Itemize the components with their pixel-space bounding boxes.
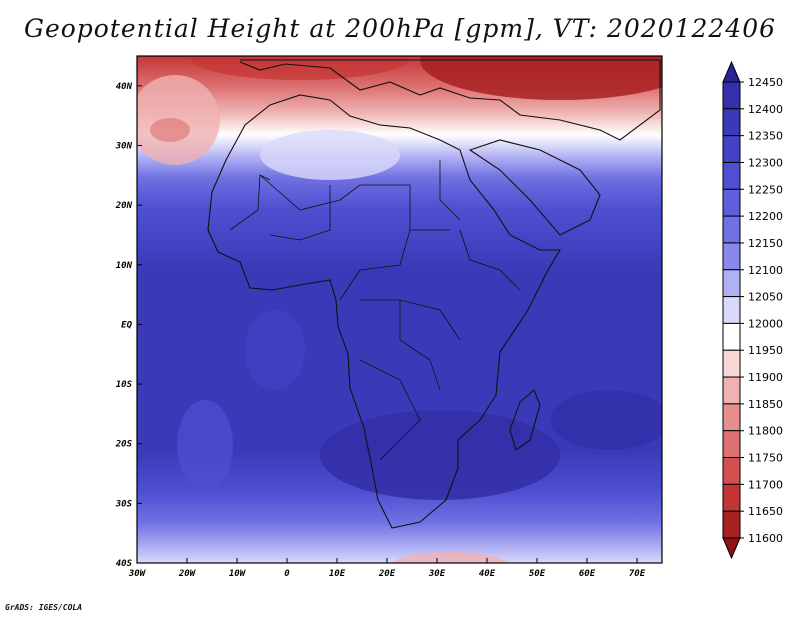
colorbar-box xyxy=(722,403,741,432)
lat-tick-label: 30N xyxy=(115,141,133,151)
latitude-ticks: 40N 30N 20N 10N EQ 10S 20S 30S 40S xyxy=(115,82,142,569)
colorbar-label: 11800 xyxy=(748,425,783,438)
lat-tick-label: EQ xyxy=(121,320,132,330)
africa-outline xyxy=(207,94,561,529)
coastlines xyxy=(207,59,661,529)
colorbar-label: 12250 xyxy=(748,183,783,196)
colorbar-box xyxy=(722,322,741,351)
colorbar-label: 12000 xyxy=(748,317,783,330)
colorbar-box xyxy=(722,188,741,217)
longitude-ticks: 30W 20W 10W 0 10E 20E 30E 40E 50E 60E 70E xyxy=(128,558,646,579)
lat-tick-label: 10S xyxy=(116,380,133,390)
colorbar-label: 12150 xyxy=(748,237,783,250)
colorbar-box xyxy=(722,215,741,244)
lon-tick-label: 50E xyxy=(529,569,546,579)
colorbar-label: 11950 xyxy=(748,344,783,357)
colorbar-label: 11750 xyxy=(748,452,783,465)
colorbar-label: 11700 xyxy=(748,478,783,491)
lon-tick-label: 30E xyxy=(428,569,446,579)
colorbar-box xyxy=(722,81,741,110)
lon-tick-label: 40E xyxy=(479,569,496,579)
colorbar-label: 11650 xyxy=(748,505,783,518)
lat-tick-label: 20S xyxy=(115,440,133,450)
colorbar-box xyxy=(722,161,741,190)
lon-tick-label: 30W xyxy=(128,569,147,579)
colorbar-bottom-arrow xyxy=(722,537,741,560)
lat-tick-label: 40S xyxy=(116,559,133,569)
colorbar-box xyxy=(722,483,741,512)
lon-tick-label: 20W xyxy=(178,569,197,579)
lon-tick-label: 20E xyxy=(378,569,396,579)
country-borders xyxy=(229,160,521,461)
colorbar-label: 11900 xyxy=(748,371,783,384)
colorbar-label: 11600 xyxy=(748,532,783,545)
lon-tick-label: 0 xyxy=(284,569,290,579)
lat-tick-label: 30S xyxy=(115,499,133,509)
colorbar-box xyxy=(722,349,741,378)
colorbar-label: 12100 xyxy=(748,264,783,277)
height-field xyxy=(137,56,662,563)
colorbar: 12450 12400 12350 12300 12250 12200 12150 12100… xyxy=(722,60,783,560)
colorbar-box xyxy=(722,430,741,459)
lat-tick-label: 40N xyxy=(116,82,133,92)
lon-tick-label: 60E xyxy=(579,569,596,579)
europe-asia-outline xyxy=(239,59,661,141)
colorbar-label: 11850 xyxy=(748,398,783,411)
lon-tick-label: 70E xyxy=(629,569,646,579)
colorbar-label: 12450 xyxy=(748,76,783,89)
colorbar-label: 12350 xyxy=(748,130,783,143)
colorbar-label: 12400 xyxy=(748,103,783,116)
colorbar-box xyxy=(722,296,741,324)
lat-tick-label: 10N xyxy=(116,261,133,271)
plot-frame xyxy=(136,55,663,564)
colorbar-box xyxy=(722,242,741,271)
colorbar-top-arrow xyxy=(722,60,741,83)
colorbar-label: 12200 xyxy=(748,210,783,223)
map-title: Geopotential Height at 200hPa [gpm], VT:… xyxy=(23,14,777,43)
arabia-outline xyxy=(468,139,601,236)
colorbar-box xyxy=(722,376,741,405)
grads-credit: GrADS: IGES/COLA xyxy=(5,603,83,612)
colorbar-box xyxy=(722,108,741,137)
colorbar-label: 12050 xyxy=(748,291,783,304)
colorbar-box xyxy=(722,457,741,485)
colorbar-box xyxy=(722,510,741,539)
lat-tick-label: 20N xyxy=(115,201,133,211)
lon-tick-label: 10W xyxy=(229,569,247,579)
colorbar-label: 12300 xyxy=(748,156,783,169)
lon-tick-label: 10E xyxy=(329,569,346,579)
colorbar-box xyxy=(722,135,741,163)
madagascar-outline xyxy=(509,389,541,451)
colorbar-box xyxy=(722,269,741,298)
